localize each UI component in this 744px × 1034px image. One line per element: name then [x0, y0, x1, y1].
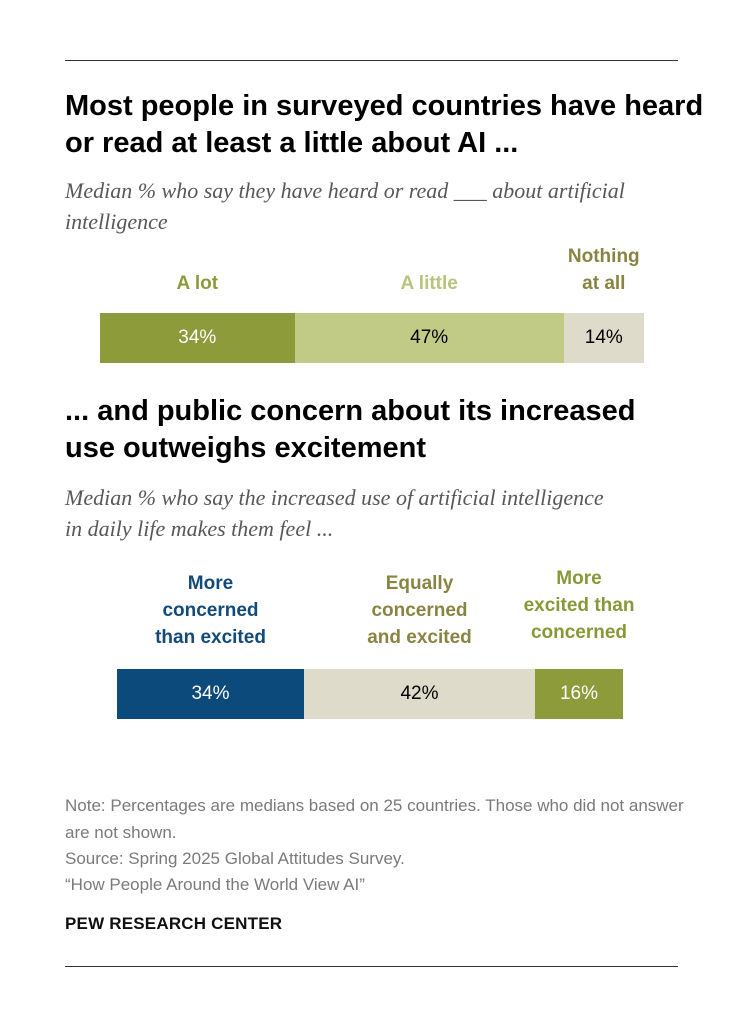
top-rule — [65, 60, 678, 61]
category-label-a-little: A little — [400, 273, 458, 294]
chart-2-subtitle: Median % who say the increased use of ar… — [65, 485, 604, 541]
data-label-nothing-at-all: 14% — [584, 327, 623, 348]
source-text: Source: Spring 2025 Global Attitudes Sur… — [65, 849, 405, 868]
bar-segment-a-lot — [100, 313, 295, 363]
category-label-more-excited-than-concerned: More excited than concerned — [523, 568, 635, 643]
category-label-nothing-at-all: Nothing at all — [567, 246, 640, 294]
category-label-equally-concerned-and-excited: Equally concerned and excited — [367, 573, 472, 648]
data-label-more-concerned-than-excited: 34% — [191, 683, 230, 704]
note-text: Note: Percentages are medians based on 2… — [65, 796, 684, 842]
bar-segment-equally-concerned-and-excited — [304, 669, 535, 719]
bottom-rule — [65, 966, 678, 967]
data-label-more-excited-than-concerned: 16% — [559, 683, 599, 704]
bar-segment-more-concerned-than-excited — [117, 669, 304, 719]
category-label-a-lot: A lot — [176, 273, 219, 294]
category-label-more-concerned-than-excited: More concerned than excited — [155, 573, 266, 648]
brand-logo-text: PEW RESEARCH CENTER — [65, 914, 283, 933]
chart-2-title: ... and public concern about its increas… — [65, 395, 636, 464]
chart-1-subtitle: Median % who say they have heard or read… — [65, 178, 625, 234]
report-title: “How People Around the World View AI” — [65, 875, 365, 894]
bar-segment-more-excited-than-concerned — [535, 669, 623, 719]
data-label-a-little: 47% — [410, 327, 449, 348]
data-label-equally-concerned-and-excited: 42% — [400, 683, 439, 704]
bar-segment-nothing-at-all — [563, 313, 644, 363]
data-label-a-lot: 34% — [178, 327, 217, 348]
bar-segment-a-little — [294, 313, 564, 363]
chart-1-title: Most people in surveyed countries have h… — [65, 90, 704, 159]
